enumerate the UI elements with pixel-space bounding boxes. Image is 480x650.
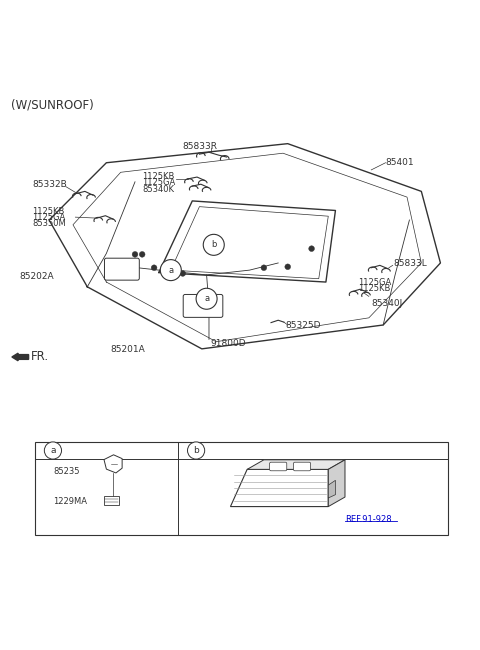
Text: 1125KB: 1125KB xyxy=(142,172,175,181)
FancyBboxPatch shape xyxy=(104,497,119,505)
Polygon shape xyxy=(328,480,336,498)
Text: 85332B: 85332B xyxy=(33,179,67,188)
Text: 1125KB: 1125KB xyxy=(33,207,65,216)
Circle shape xyxy=(44,442,61,459)
Text: b: b xyxy=(211,240,216,250)
Circle shape xyxy=(196,288,217,309)
FancyBboxPatch shape xyxy=(270,462,287,471)
Polygon shape xyxy=(328,460,345,506)
Circle shape xyxy=(160,259,181,281)
Text: 85201A: 85201A xyxy=(110,345,145,354)
Text: FR.: FR. xyxy=(31,350,49,363)
Text: 85202A: 85202A xyxy=(20,272,54,281)
Circle shape xyxy=(132,252,138,257)
Text: a: a xyxy=(168,266,173,274)
Text: 85325D: 85325D xyxy=(285,322,321,330)
Circle shape xyxy=(309,246,314,252)
Circle shape xyxy=(285,264,290,270)
Polygon shape xyxy=(247,460,345,469)
Text: REF.91-928: REF.91-928 xyxy=(345,515,392,524)
Circle shape xyxy=(261,265,267,270)
Text: 85235: 85235 xyxy=(53,467,79,476)
Text: 1125KB: 1125KB xyxy=(359,284,391,293)
Circle shape xyxy=(180,270,186,276)
Text: a: a xyxy=(204,294,209,304)
Circle shape xyxy=(166,270,171,276)
Circle shape xyxy=(203,235,224,255)
Text: 85833L: 85833L xyxy=(394,259,427,268)
Circle shape xyxy=(188,442,204,459)
Text: (W/SUNROOF): (W/SUNROOF) xyxy=(11,98,94,111)
Text: 85340K: 85340K xyxy=(142,185,174,194)
Text: 85401: 85401 xyxy=(385,158,414,167)
Text: 85350M: 85350M xyxy=(33,219,66,228)
Text: 1229MA: 1229MA xyxy=(53,497,87,506)
Text: 1125GA: 1125GA xyxy=(142,178,175,187)
FancyArrow shape xyxy=(12,353,29,361)
Text: 91800D: 91800D xyxy=(210,339,246,348)
Polygon shape xyxy=(104,455,122,473)
Circle shape xyxy=(151,265,157,270)
FancyBboxPatch shape xyxy=(105,258,139,280)
FancyBboxPatch shape xyxy=(183,294,223,317)
Text: 85340J: 85340J xyxy=(371,299,403,308)
Text: 1125GA: 1125GA xyxy=(33,213,66,222)
FancyBboxPatch shape xyxy=(293,462,311,471)
Polygon shape xyxy=(230,469,328,506)
FancyBboxPatch shape xyxy=(35,442,447,535)
Circle shape xyxy=(139,252,145,257)
Text: 1125GA: 1125GA xyxy=(359,278,392,287)
Text: 85833R: 85833R xyxy=(182,142,217,151)
Text: b: b xyxy=(193,446,199,455)
Text: a: a xyxy=(50,446,56,455)
